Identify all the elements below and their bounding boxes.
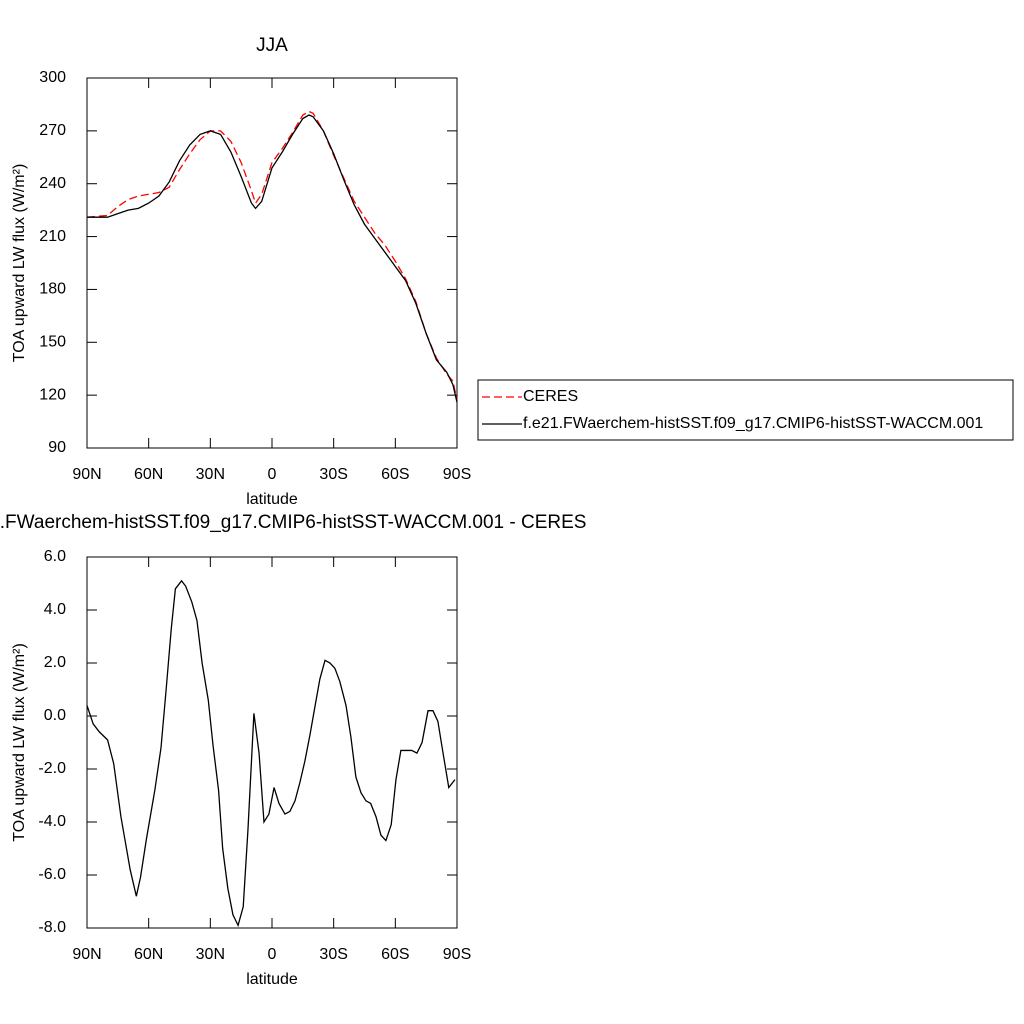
x-tick-label: 60N bbox=[134, 946, 163, 963]
y-tick-label: 180 bbox=[39, 281, 66, 298]
x-axis-label: latitude bbox=[246, 971, 298, 988]
x-tick-label: 30S bbox=[319, 466, 347, 483]
y-tick-label: 300 bbox=[39, 69, 66, 86]
y-tick-label: 270 bbox=[39, 122, 66, 139]
x-tick-label: 0 bbox=[268, 946, 277, 963]
y-tick-label: 240 bbox=[39, 175, 66, 192]
y-tick-label: 0.0 bbox=[44, 707, 66, 724]
x-tick-label: 30N bbox=[196, 946, 225, 963]
x-tick-label: 60N bbox=[134, 466, 163, 483]
y-tick-label: -8.0 bbox=[38, 919, 66, 936]
y-tick-label: 2.0 bbox=[44, 654, 66, 671]
x-tick-label: 90S bbox=[443, 946, 471, 963]
x-tick-label: 90N bbox=[72, 466, 101, 483]
legend: CERES f.e21.FWaerchem-histSST.f09_g17.CM… bbox=[477, 379, 1014, 441]
plot-frame bbox=[86, 556, 458, 929]
y-tick-label: 210 bbox=[39, 228, 66, 245]
legend-label: f.e21.FWaerchem-histSST.f09_g17.CMIP6-hi… bbox=[523, 415, 983, 432]
y-tick-label: 150 bbox=[39, 334, 66, 351]
x-tick-label: 30S bbox=[319, 946, 347, 963]
line bbox=[86, 110, 458, 401]
chart-title: JJA bbox=[256, 35, 288, 56]
y-tick-label: 120 bbox=[39, 386, 66, 403]
legend-label: CERES bbox=[523, 388, 578, 405]
chart-title: f.e21.FWaerchem-histSST.f09_g17.CMIP6-hi… bbox=[0, 512, 586, 533]
x-tick-label: 60S bbox=[381, 466, 409, 483]
y-tick-label: 6.0 bbox=[44, 548, 66, 565]
y-tick-label: 4.0 bbox=[44, 601, 66, 618]
y-tick-label: -6.0 bbox=[38, 866, 66, 883]
line bbox=[86, 579, 456, 928]
x-tick-label: 30N bbox=[196, 466, 225, 483]
x-tick-label: 90S bbox=[443, 466, 471, 483]
x-tick-label: 0 bbox=[268, 466, 277, 483]
y-tick-label: -2.0 bbox=[38, 760, 66, 777]
plot-frame bbox=[86, 77, 458, 449]
x-tick-label: 90N bbox=[72, 946, 101, 963]
line bbox=[87, 114, 458, 403]
legend-box bbox=[477, 379, 1014, 441]
y-tick-label: -4.0 bbox=[38, 813, 66, 830]
x-axis-label: latitude bbox=[246, 491, 298, 508]
y-axis-label: TOA upward LW flux (W/m²) bbox=[11, 164, 28, 363]
x-tick-label: 60S bbox=[381, 946, 409, 963]
y-tick-label: 90 bbox=[48, 439, 66, 456]
y-axis-label: TOA upward LW flux (W/m²) bbox=[11, 643, 28, 842]
